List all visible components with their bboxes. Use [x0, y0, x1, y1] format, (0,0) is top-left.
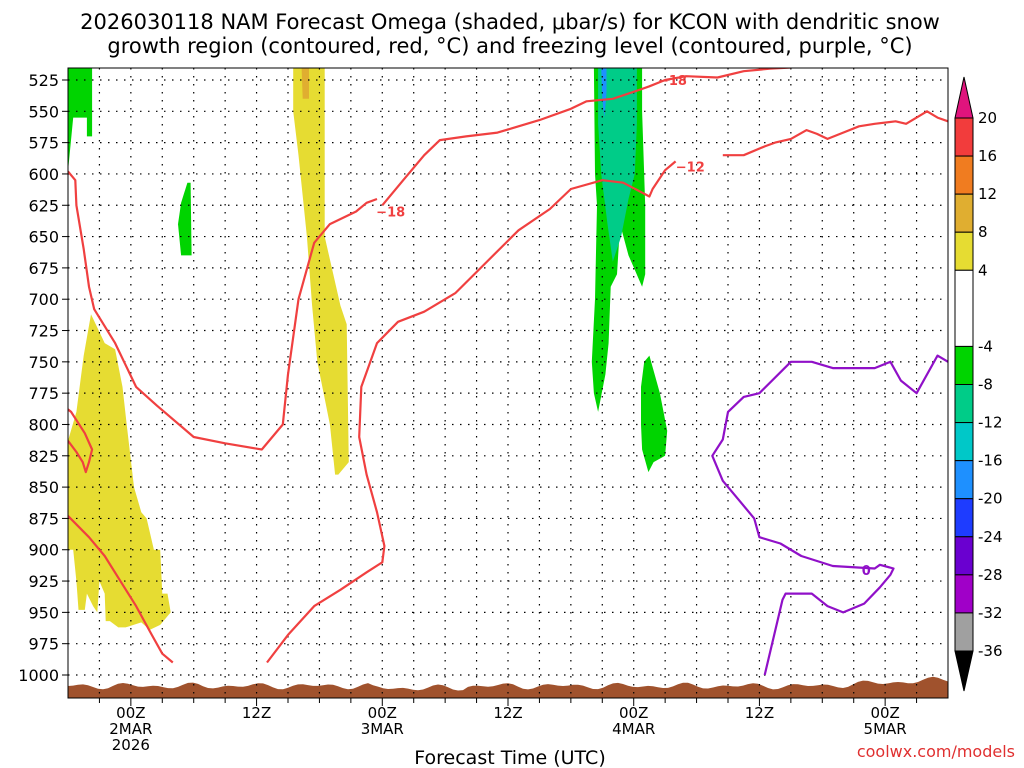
omega-shading [68, 68, 668, 630]
colorbar-label--16: -16 [978, 452, 1003, 470]
y-tick-label-775: 775 [28, 384, 59, 403]
plot-frame [67, 67, 949, 699]
x-tick-label-78-2: 5MAR [864, 720, 907, 738]
credit-text: coolwx.com/models [857, 742, 1015, 761]
omega-neg-right-lobe [641, 355, 668, 473]
omega-neg-small-top [178, 182, 192, 256]
y-tick-label-725: 725 [28, 322, 59, 341]
y-tick-label-625: 625 [28, 196, 59, 215]
y-tick-label-825: 825 [28, 447, 59, 466]
x-tick-label-6-1: 00Z [116, 704, 145, 722]
y-tick-label-1000: 1000 [18, 666, 59, 685]
colorbar-label--4: -4 [978, 337, 993, 355]
colorbar-band-2 [954, 193, 974, 233]
freezing-level-0C [711, 354, 948, 676]
y-tick-label-550: 550 [28, 102, 59, 121]
y-tick-label-900: 900 [28, 541, 59, 560]
colorbar-band-4 [954, 269, 974, 347]
x-tick-label-6-3: 2026 [112, 736, 150, 754]
colorbar-band-11 [954, 574, 974, 614]
y-tick-label-525: 525 [28, 71, 59, 90]
colorbar-band-1 [954, 155, 974, 195]
colorbar-band-12 [954, 612, 974, 652]
chart-title: 2026030118 NAM Forecast Omega (shaded, μ… [80, 10, 940, 34]
y-tick-label-850: 850 [28, 478, 59, 497]
dendritic-growth-boundary-mid [266, 160, 677, 664]
colorbar-under-arrow [954, 650, 974, 692]
y-tick-label-600: 600 [28, 165, 59, 184]
colorbar-label--36: -36 [978, 642, 1003, 660]
contour-label-1: −18 [658, 74, 687, 89]
dendritic-growth-boundary-left [68, 170, 378, 451]
x-tick-label-54-2: 4MAR [612, 720, 655, 738]
y-tick-label-650: 650 [28, 228, 59, 247]
x-tick-label-18-1: 12Z [242, 704, 271, 722]
colorbar-label--20: -20 [978, 490, 1003, 508]
colorbar-over-arrow [954, 76, 974, 119]
x-tick-label-54-1: 00Z [619, 704, 648, 722]
colorbar-band-3 [954, 231, 974, 271]
x-tick-label-6-2: 2MAR [109, 720, 152, 738]
x-tick-label-42-1: 12Z [493, 704, 522, 722]
terrain-shading [68, 676, 948, 698]
x-axis-label: Forecast Time (UTC) [414, 747, 605, 768]
colorbar-band-9 [954, 498, 974, 538]
gridlines [68, 68, 948, 698]
terrain-layer [68, 676, 948, 698]
colorbar-label--8: -8 [978, 376, 993, 394]
x-tick-label-30-2: 3MAR [361, 720, 404, 738]
colorbar-band-6 [954, 384, 974, 424]
colorbar-label-16: 16 [978, 147, 997, 165]
y-tick-label-875: 875 [28, 509, 59, 528]
x-tick-label-66-1: 12Z [745, 704, 774, 722]
y-tick-label-975: 975 [28, 635, 59, 654]
colorbar-band-8 [954, 460, 974, 500]
omega-neg-left-top [68, 68, 93, 172]
colorbar-band-5 [954, 345, 974, 385]
colorbar-label-8: 8 [978, 223, 988, 241]
colorbar-label--12: -12 [978, 414, 1003, 432]
omega-neg-right-column-core [598, 68, 637, 262]
colorbar-label-20: 20 [978, 109, 997, 127]
colorbar-band-10 [954, 536, 974, 576]
chart-title-line2: growth region (contoured, red, °C) and f… [107, 34, 912, 58]
dendritic-growth-warm-boundary [68, 408, 94, 474]
colorbar-band-0 [954, 117, 974, 157]
y-tick-label-800: 800 [28, 415, 59, 434]
colorbar-band-7 [954, 422, 974, 462]
y-tick-label-925: 925 [28, 572, 59, 591]
colorbar-label--24: -24 [978, 528, 1003, 546]
omega-pos-mid-column [293, 68, 349, 475]
colorbar: 20 16 12 8 4 -4 -8 -12 -16 -20 -24 -28 -32 -36 [954, 76, 1003, 692]
contour-label-3: 0 [862, 564, 871, 579]
y-tick-label-750: 750 [28, 353, 59, 372]
contour-labels: −18 −18 −12 0 [376, 74, 871, 579]
contour-label-2: −12 [676, 160, 705, 175]
dendritic-growth-boundary-upper [381, 68, 791, 207]
y-tick-label-700: 700 [28, 290, 59, 309]
colorbar-label-12: 12 [978, 185, 997, 203]
x-tick-label-30-1: 00Z [368, 704, 397, 722]
colorbar-label--32: -32 [978, 604, 1003, 622]
y-tick-label-950: 950 [28, 603, 59, 622]
y-tick-label-675: 675 [28, 259, 59, 278]
y-tick-label-575: 575 [28, 134, 59, 153]
x-tick-label-78-1: 00Z [870, 704, 899, 722]
colorbar-label--28: -28 [978, 566, 1003, 584]
y-axis: 525 550 575 600 625 650 675 700 725 750 775 800 825 8… [18, 71, 68, 685]
contours [68, 68, 948, 676]
dendritic-growth-boundary-right [722, 110, 948, 157]
omega-pos-mid-core [301, 68, 309, 99]
contour-label-0: −18 [376, 206, 405, 221]
omega-pos-left-low [68, 314, 171, 630]
dendritic-growth-boundary-low [68, 515, 174, 664]
colorbar-label-4: 4 [978, 261, 988, 279]
